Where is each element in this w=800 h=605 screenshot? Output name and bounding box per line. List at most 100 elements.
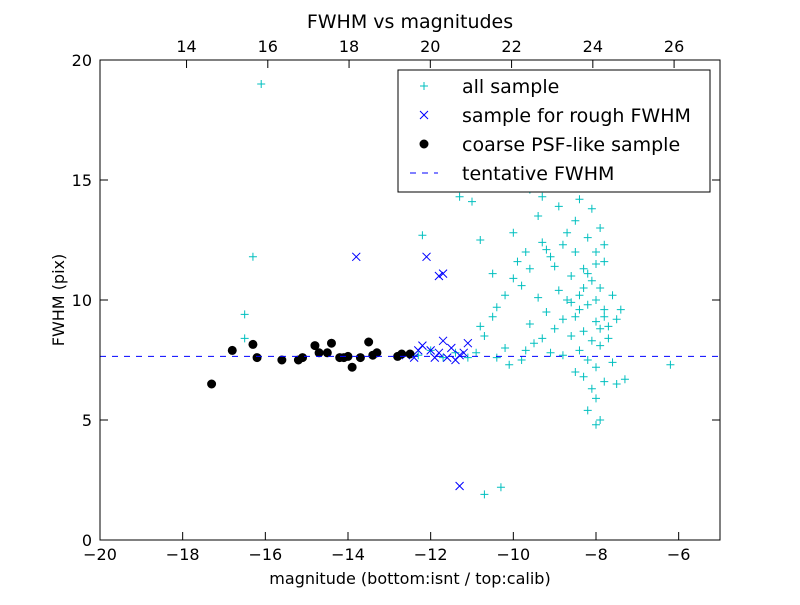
y-tick-label: 20 [72, 51, 92, 70]
x-tick-label: −12 [414, 545, 448, 564]
all-sample-point [240, 310, 249, 319]
legend-label-all-sample: all sample [462, 76, 559, 98]
all-sample-point [571, 368, 580, 376]
all-sample-point [600, 312, 609, 321]
x-axis-label: magnitude (bottom:isnt / top:calib) [269, 569, 550, 588]
all-sample-point [600, 257, 609, 266]
all-sample-point [616, 305, 625, 314]
all-sample-point [575, 291, 584, 300]
all-sample-point [596, 284, 605, 292]
sample-for-rough-fwhm-point [422, 252, 431, 262]
all-sample-point [480, 490, 489, 499]
all-sample-point [542, 245, 551, 254]
all-sample-point [612, 380, 621, 388]
coarse-psf-like-sample-point [322, 348, 332, 358]
coarse-psf-like-sample-point [207, 379, 217, 389]
all-sample-point [509, 274, 518, 283]
y-tick-label: 5 [82, 411, 92, 430]
all-sample-point [558, 315, 567, 324]
all-sample-point [571, 248, 580, 256]
all-sample-point [571, 312, 580, 321]
all-sample-point [492, 353, 501, 362]
all-sample-point [608, 358, 617, 367]
all-sample-point [583, 356, 592, 364]
all-sample-point [418, 231, 427, 240]
all-sample-point [575, 305, 584, 314]
all-sample-point [538, 238, 547, 247]
all-sample-point [579, 284, 588, 292]
all-sample-point [579, 264, 588, 273]
coarse-psf-like-sample-point [355, 353, 365, 363]
x-tick-label: −18 [166, 545, 200, 564]
all-sample-point [567, 332, 576, 340]
all-sample-point [596, 416, 605, 424]
all-sample-point [542, 308, 551, 316]
sample-for-rough-fwhm-point [463, 338, 473, 348]
legend-box [397, 69, 711, 193]
all-sample-point [592, 296, 600, 304]
all-sample-point [550, 262, 559, 271]
all-sample-point [666, 360, 675, 369]
all-sample-point [575, 195, 584, 204]
all-sample-point [525, 320, 534, 328]
all-sample-point [587, 204, 596, 213]
all-sample-point [546, 252, 555, 261]
top-tick-label: 16 [258, 37, 278, 56]
all-sample-point [567, 298, 576, 307]
all-sample-point [538, 192, 547, 201]
all-sample-point [583, 269, 592, 278]
all-sample-point [575, 346, 584, 355]
all-sample-point [592, 317, 600, 326]
legend-marker-all-sample [420, 82, 428, 90]
plot-marks [100, 80, 720, 499]
all-sample-point [558, 351, 567, 360]
chart-title: FWHM vs magnitudes [307, 11, 513, 33]
all-sample-point [579, 372, 588, 381]
all-sample-point [439, 353, 448, 362]
x-tick-label: −6 [667, 545, 691, 564]
all-sample-point [596, 341, 605, 350]
legend: all sample sample for rough FWHM coarse PS… [397, 69, 711, 193]
legend-label-coarse-psf-like-sample: coarse PSF-like sample [462, 134, 680, 156]
all-sample-point [505, 360, 514, 369]
all-sample-point [587, 276, 596, 285]
all-sample-point [554, 286, 563, 295]
x-tick-label: −16 [248, 545, 282, 564]
x-tick-label: −8 [584, 545, 608, 564]
y-tick-label: 15 [72, 171, 92, 190]
y-tick-label: 10 [72, 291, 92, 310]
all-sample-point [496, 483, 505, 492]
all-sample-point [257, 80, 266, 88]
sample-for-rough-fwhm-point [351, 252, 361, 262]
all-sample-point [600, 305, 609, 314]
legend-label-tentative-fwhm: tentative FWHM [462, 163, 614, 185]
sample-for-rough-fwhm-point [455, 350, 464, 360]
sample-for-rough-fwhm-point [442, 353, 452, 362]
all-sample-point [501, 344, 510, 352]
all-sample-point [563, 228, 572, 237]
sample-for-rough-fwhm-point [438, 269, 448, 278]
all-sample-point [592, 248, 600, 256]
coarse-psf-like-sample-point [310, 341, 320, 351]
top-tick-label: 26 [664, 37, 684, 56]
all-sample-point [583, 233, 592, 242]
coarse-psf-like-sample-point [314, 348, 324, 358]
all-sample-point [612, 315, 621, 324]
all-sample-point [525, 264, 534, 273]
all-sample-point [563, 296, 572, 304]
all-sample-point [592, 260, 600, 268]
all-sample-point [517, 281, 526, 290]
axis-ticks: −20 −18 −16 −14 −12 −10 −8 −6 0 5 10 15 20 14 16 18 20 22… [72, 37, 720, 564]
all-sample-point [414, 351, 423, 360]
all-sample-point [455, 192, 464, 201]
all-sample-point [468, 197, 476, 206]
sample-for-rough-fwhm-point [459, 348, 469, 358]
coarse-psf-like-sample-point [347, 362, 357, 372]
coarse-psf-like-sample-point [277, 355, 287, 365]
all-sample-point [546, 348, 555, 357]
all-sample-point [451, 348, 460, 357]
all-sample-point [571, 216, 580, 225]
all-sample-point [600, 240, 609, 249]
all-sample-point [592, 394, 600, 403]
